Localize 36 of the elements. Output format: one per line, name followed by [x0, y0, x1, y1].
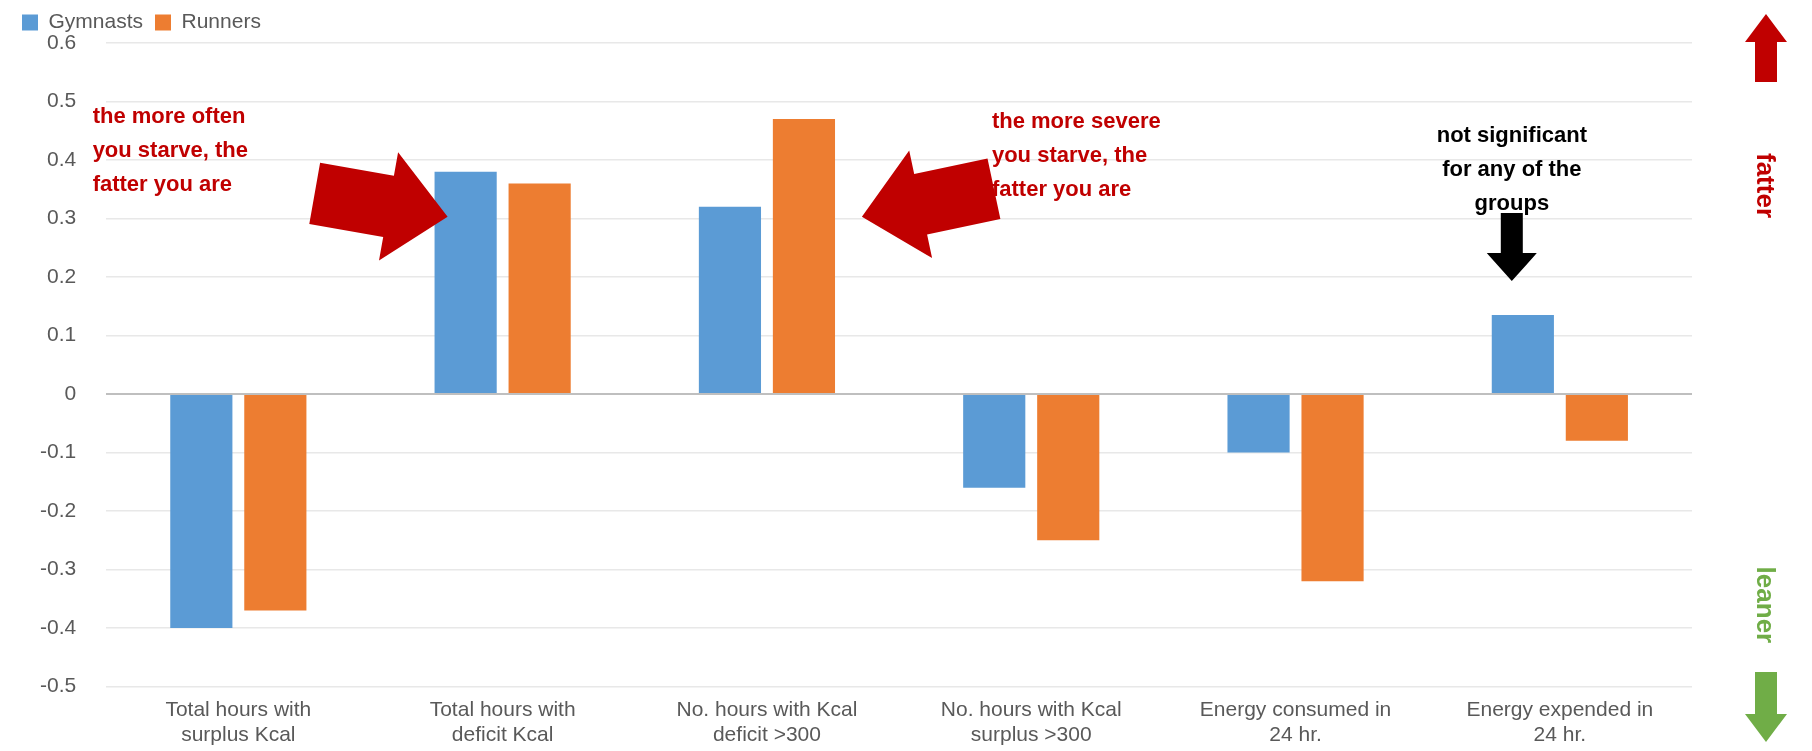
y-tick-label: 0.1: [46, 322, 77, 346]
x-tick-label: Total hours with surplus Kcal: [165, 697, 312, 746]
bar: [244, 395, 307, 611]
bar: [698, 206, 762, 394]
annotation: not significant for any of the groups: [1436, 122, 1588, 216]
x-tick-label: Energy consumed in 24 hr.: [1199, 697, 1392, 746]
bar: [1565, 395, 1628, 441]
y-tick-label: 0.5: [46, 88, 77, 112]
y-tick-label: 0.3: [46, 205, 77, 229]
legend-label: Gymnasts: [48, 9, 144, 33]
x-tick-label: Total hours with deficit Kcal: [429, 697, 576, 746]
text: leaner: [1750, 566, 1781, 644]
bar: [434, 171, 497, 394]
bar: [963, 395, 1026, 488]
text: fatter: [1750, 153, 1781, 219]
legend-label: Runners: [181, 9, 261, 33]
bar: [1491, 315, 1554, 394]
bar: [508, 183, 571, 394]
bar: [1037, 395, 1100, 541]
x-tick-label: Energy expended in 24 hr.: [1466, 697, 1654, 746]
y-tick-label: -0.1: [40, 439, 77, 463]
annotation: the more severe you starve, the fatter you are: [991, 107, 1161, 201]
y-tick-label: -0.3: [40, 556, 77, 580]
y-tick-label: -0.2: [40, 497, 77, 521]
bar: [772, 119, 836, 394]
y-tick-label: -0.4: [40, 614, 77, 638]
bar: [1301, 395, 1364, 582]
annotation: the more often you starve, the fatter you are: [92, 102, 248, 196]
x-tick-label: No. hours with Kcal deficit >300: [676, 697, 858, 746]
bar: [170, 395, 233, 629]
y-tick-label: -0.5: [40, 673, 77, 697]
y-tick-label: 0.2: [46, 263, 77, 287]
x-tick-label: No. hours with Kcal surplus >300: [940, 697, 1122, 746]
y-tick-label: 0.4: [46, 146, 77, 170]
bar: [1227, 395, 1290, 453]
y-tick-label: 0: [64, 380, 77, 404]
